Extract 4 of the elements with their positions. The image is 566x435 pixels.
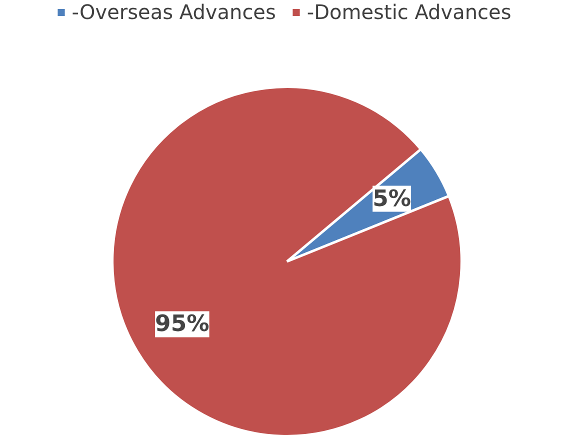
data-label: 5% [372,186,412,212]
legend-label: -Domestic Advances [306,0,512,24]
legend-label: -Overseas Advances [72,0,276,24]
data-label: 95% [155,311,210,338]
